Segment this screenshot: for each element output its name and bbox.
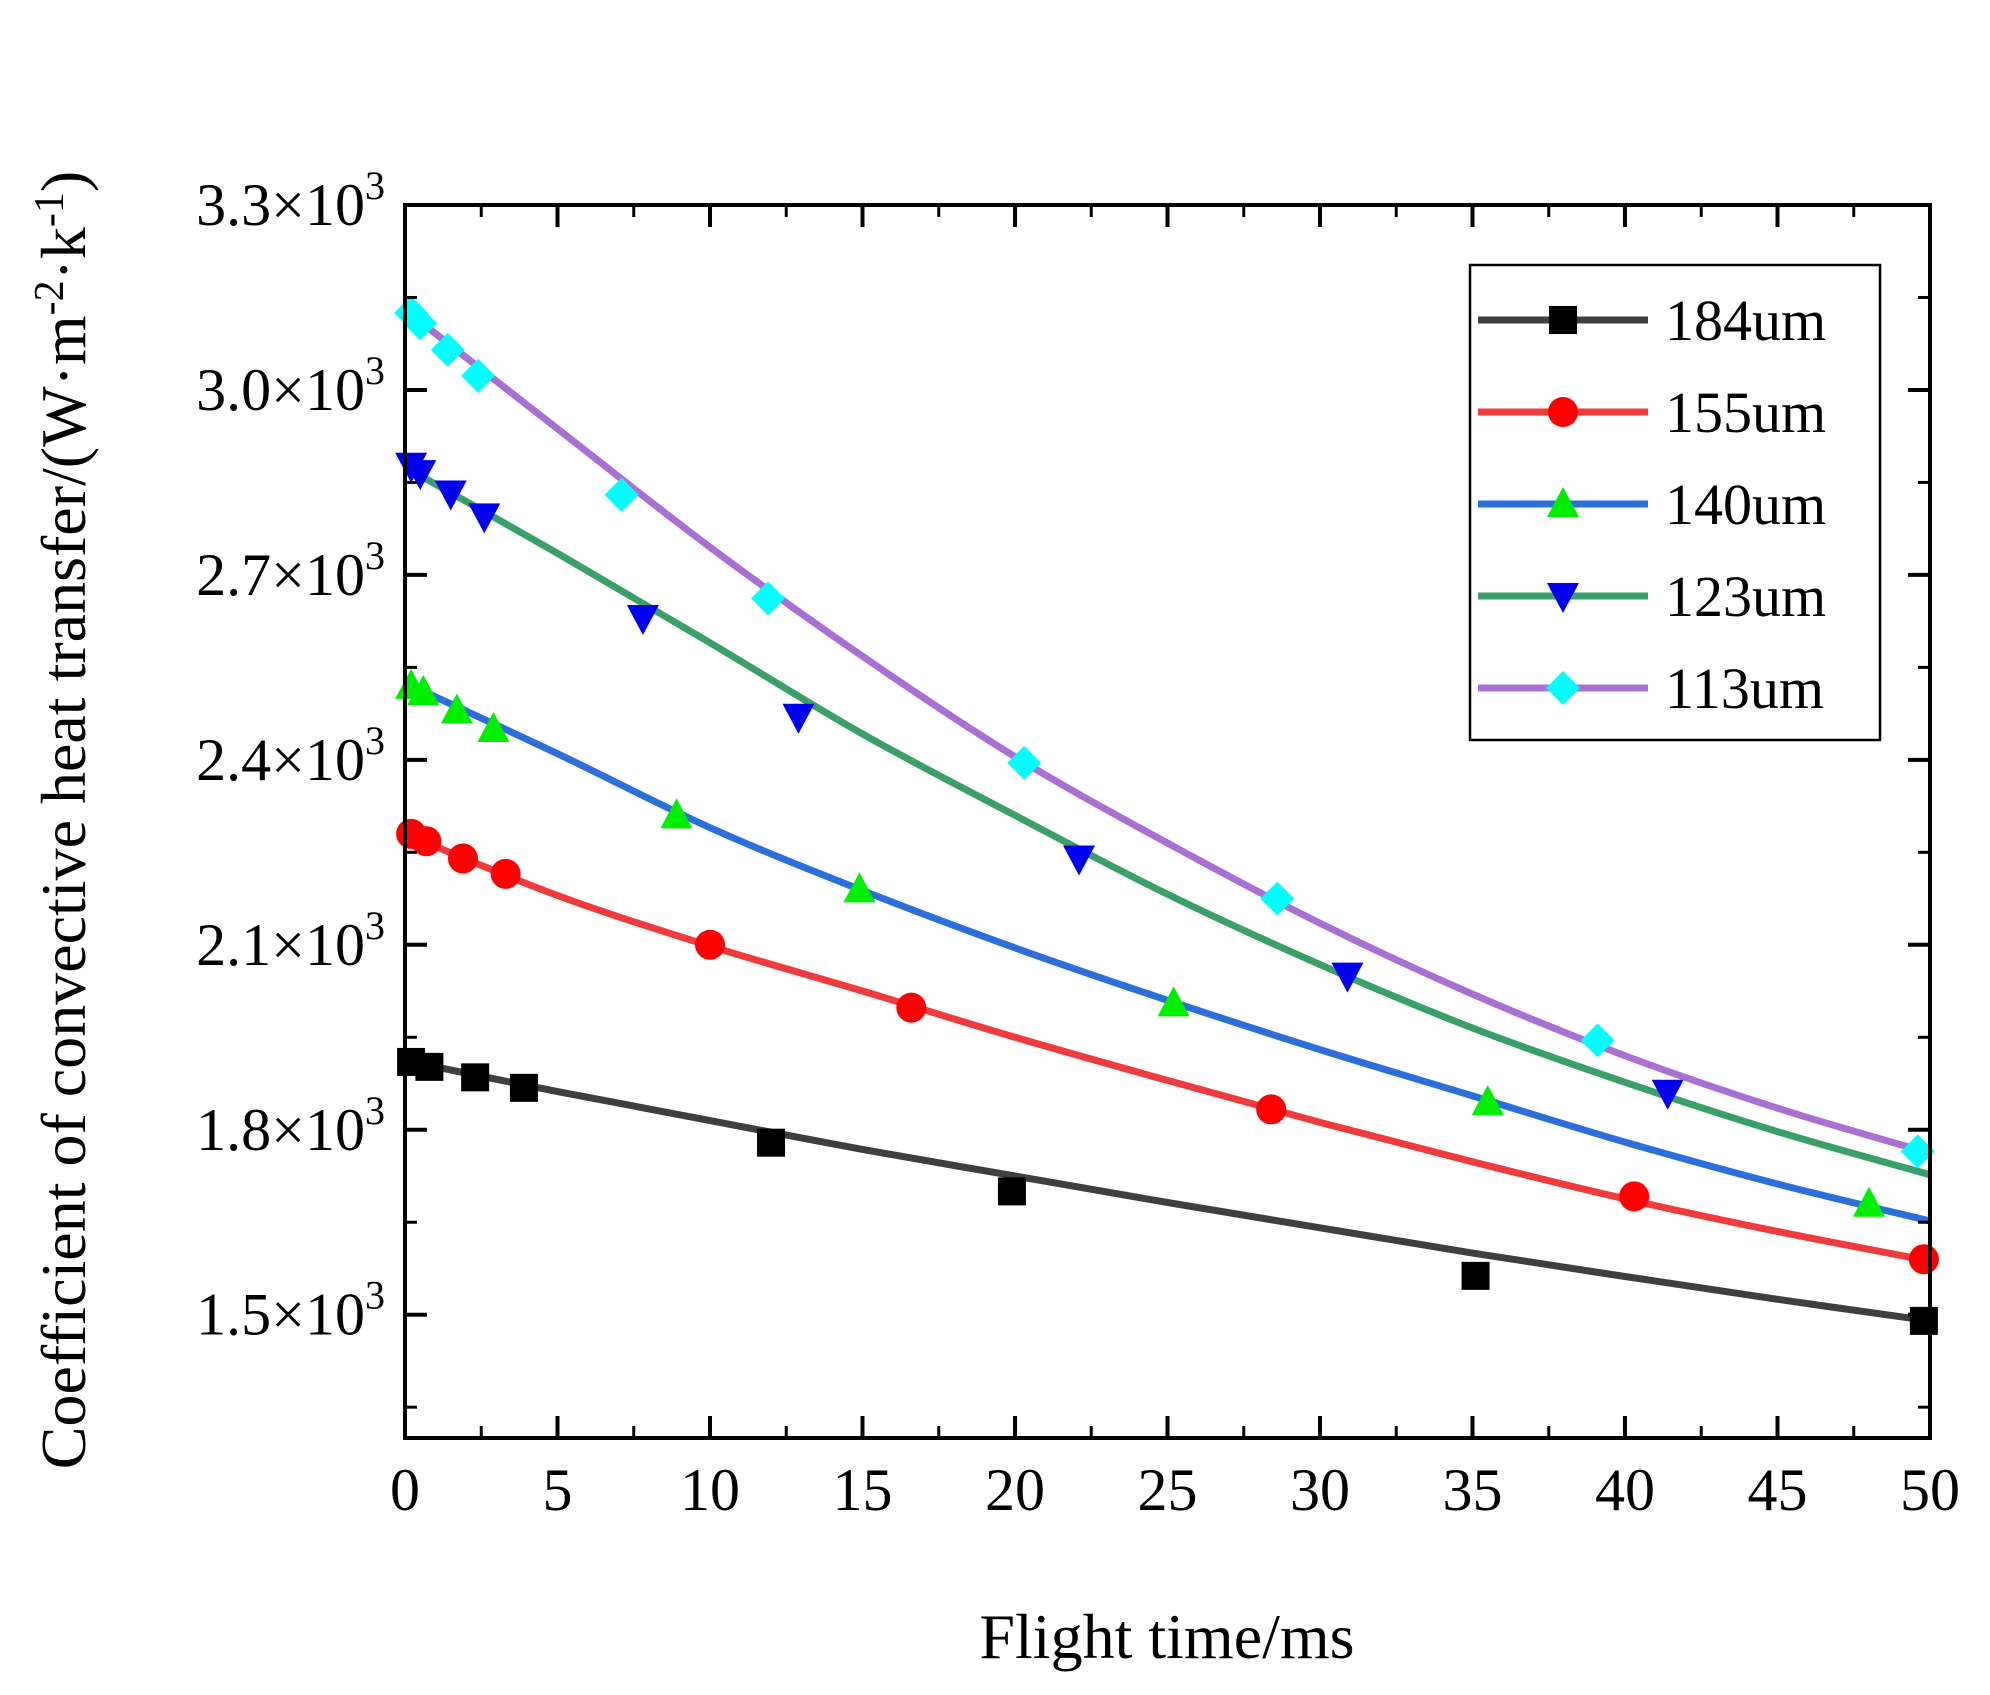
data-point-113um-6 xyxy=(1007,745,1042,780)
y-tick-label: 1.5×103 xyxy=(196,1273,385,1348)
data-point-123um-3 xyxy=(468,503,501,534)
data-point-140um-6 xyxy=(1157,986,1190,1017)
legend-label-123um: 123um xyxy=(1665,564,1826,629)
data-point-140um-5 xyxy=(843,872,876,903)
legend-label-140um: 140um xyxy=(1665,472,1826,537)
y-axis-title: Coefficient of convective heat transfer/… xyxy=(27,171,99,1469)
x-tick-label: 20 xyxy=(985,1457,1045,1523)
data-point-155um-5 xyxy=(896,992,927,1023)
data-point-113um-8 xyxy=(1580,1023,1615,1058)
data-point-123um-8 xyxy=(1651,1079,1684,1110)
x-tick-label: 45 xyxy=(1748,1457,1808,1523)
x-tick-label: 0 xyxy=(390,1457,420,1523)
data-point-155um-8 xyxy=(1908,1244,1939,1275)
series-123um xyxy=(395,452,1931,1179)
x-tick-label: 10 xyxy=(680,1457,740,1523)
data-point-113um-2 xyxy=(430,332,465,367)
data-point-113um-9 xyxy=(1900,1134,1935,1169)
y-tick-label: 3.3×103 xyxy=(196,163,385,238)
data-point-113um-4 xyxy=(604,477,639,512)
y-tick-label: 2.4×103 xyxy=(196,718,385,793)
data-point-123um-6 xyxy=(1063,845,1096,876)
x-tick-label: 15 xyxy=(833,1457,893,1523)
data-point-184um-1 xyxy=(415,1052,444,1081)
x-tick-label: 35 xyxy=(1443,1457,1503,1523)
x-tick-label: 25 xyxy=(1138,1457,1198,1523)
plot-area xyxy=(394,295,1939,1335)
legend-label-184um: 184um xyxy=(1665,288,1826,353)
data-point-155um-6 xyxy=(1256,1094,1287,1125)
data-point-155um-2 xyxy=(447,843,478,874)
legend: 184um 155um 140um 123um 113um xyxy=(1468,263,1882,742)
data-point-113um-1 xyxy=(403,306,438,341)
y-tick-label: 1.8×103 xyxy=(196,1088,385,1163)
legend-label-155um: 155um xyxy=(1665,380,1826,445)
series-140um xyxy=(395,668,1931,1225)
series-line-113um xyxy=(402,307,1931,1157)
y-tick-label: 2.1×103 xyxy=(196,903,385,978)
data-point-123um-2 xyxy=(434,480,467,511)
series-113um xyxy=(394,295,1935,1169)
data-point-184um-6 xyxy=(1461,1261,1490,1290)
x-tick-label: 50 xyxy=(1900,1457,1960,1523)
data-point-184um-3 xyxy=(509,1073,538,1102)
legend-marker-113um xyxy=(1546,671,1580,705)
data-point-184um-4 xyxy=(757,1128,785,1157)
axes: 0 5 10 15 20 25 30 35 40 45 50 1.5×103 1.8×103 2.1×10… xyxy=(196,163,1960,1523)
data-point-123um-5 xyxy=(782,703,815,734)
data-point-140um-2 xyxy=(440,693,473,724)
legend-marker-140um xyxy=(1547,487,1579,517)
x-axis-title: Flight time/ms xyxy=(979,1601,1354,1672)
data-point-140um-1 xyxy=(407,675,440,706)
data-point-184um-5 xyxy=(997,1177,1026,1206)
x-tick-label: 5 xyxy=(543,1457,573,1523)
series-line-155um xyxy=(403,830,1931,1265)
y-tick-label: 3.0×103 xyxy=(196,348,385,423)
data-point-140um-4 xyxy=(660,798,693,829)
x-tick-label: 30 xyxy=(1290,1457,1350,1523)
data-point-155um-3 xyxy=(490,858,521,889)
legend-marker-184um xyxy=(1549,306,1577,334)
data-point-155um-4 xyxy=(695,929,725,960)
series-184um xyxy=(397,1047,1938,1335)
data-point-184um-2 xyxy=(461,1063,490,1092)
data-point-123um-1 xyxy=(404,460,437,491)
data-point-113um-5 xyxy=(750,581,785,616)
data-point-140um-3 xyxy=(477,712,510,743)
data-point-140um-7 xyxy=(1471,1085,1504,1116)
legend-label-113um: 113um xyxy=(1665,656,1824,721)
data-point-155um-1 xyxy=(411,826,442,857)
legend-marker-123um xyxy=(1547,583,1579,613)
data-point-155um-7 xyxy=(1619,1181,1650,1212)
y-tick-label: 2.7×103 xyxy=(196,533,385,608)
series-line-140um xyxy=(403,679,1931,1225)
data-point-184um-7 xyxy=(1909,1306,1938,1335)
data-point-123um-7 xyxy=(1331,962,1364,993)
data-point-113um-3 xyxy=(461,358,496,393)
x-tick-label: 40 xyxy=(1595,1457,1655,1523)
data-point-123um-4 xyxy=(626,605,659,636)
data-point-140um-8 xyxy=(1853,1186,1885,1217)
legend-marker-155um xyxy=(1548,397,1578,427)
series-line-184um xyxy=(404,1057,1931,1325)
data-point-113um-7 xyxy=(1260,881,1295,916)
